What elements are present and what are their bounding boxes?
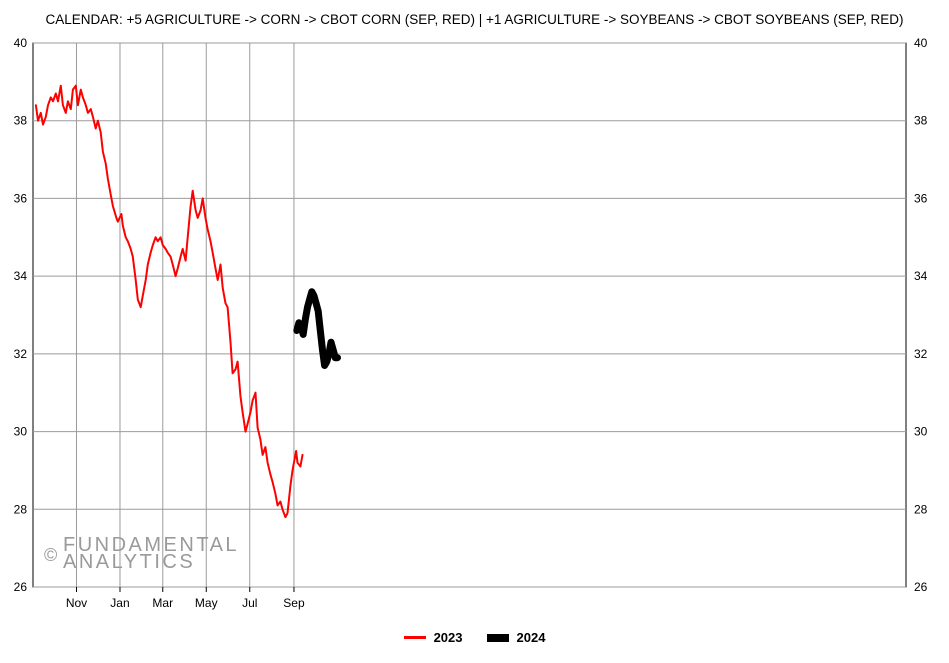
legend-item-2024[interactable]: 2024 bbox=[486, 630, 546, 645]
y-tick-label-right-7: 40 bbox=[914, 36, 928, 50]
x-tick-label-1: Jan bbox=[110, 596, 129, 610]
y-tick-label-right-3: 32 bbox=[914, 347, 928, 361]
y-tick-label-left-6: 38 bbox=[14, 114, 28, 128]
legend-label-2023: 2023 bbox=[433, 630, 463, 645]
y-tick-label-left-7: 40 bbox=[14, 36, 28, 50]
y-tick-label-right-0: 26 bbox=[914, 580, 928, 594]
legend-swatch-2024 bbox=[486, 633, 509, 642]
plot-frame bbox=[32, 42, 907, 588]
x-tick-label-0: Nov bbox=[66, 596, 87, 610]
x-tick-label-4: Jul bbox=[242, 596, 257, 610]
y-tick-label-right-5: 36 bbox=[914, 191, 928, 205]
y-tick-label-right-4: 34 bbox=[914, 269, 928, 283]
x-tick-label-3: May bbox=[195, 596, 218, 610]
x-tick-label-5: Sep bbox=[283, 596, 305, 610]
chart-legend: 2023 2024 bbox=[0, 630, 949, 645]
watermark-logo: © FUNDAMENTAL ANALYTICS bbox=[44, 534, 240, 573]
legend-item-2023[interactable]: 2023 bbox=[403, 630, 463, 645]
watermark-line-1: FUNDAMENTAL bbox=[63, 534, 240, 556]
x-tick-label-2: Mar bbox=[152, 596, 173, 610]
y-tick-label-left-0: 26 bbox=[14, 580, 28, 594]
series-line-2023 bbox=[34, 84, 304, 519]
y-tick-label-right-6: 38 bbox=[914, 114, 928, 128]
legend-swatch-2023 bbox=[403, 636, 426, 639]
chart-title: CALENDAR: +5 AGRICULTURE -> CORN -> CBOT… bbox=[45, 12, 904, 27]
y-tick-label-right-1: 28 bbox=[914, 502, 928, 516]
y-tick-label-left-4: 34 bbox=[14, 269, 28, 283]
y-tick-label-left-1: 28 bbox=[14, 502, 28, 516]
watermark-line-2: ANALYTICS bbox=[63, 551, 196, 573]
y-tick-label-left-5: 36 bbox=[14, 191, 28, 205]
y-tick-label-right-2: 30 bbox=[914, 425, 928, 439]
copyright-symbol: © bbox=[44, 545, 60, 565]
series-line-2024 bbox=[293, 288, 341, 369]
y-tick-label-left-3: 32 bbox=[14, 347, 28, 361]
y-tick-label-left-2: 30 bbox=[14, 425, 28, 439]
legend-label-2024: 2024 bbox=[516, 630, 546, 645]
